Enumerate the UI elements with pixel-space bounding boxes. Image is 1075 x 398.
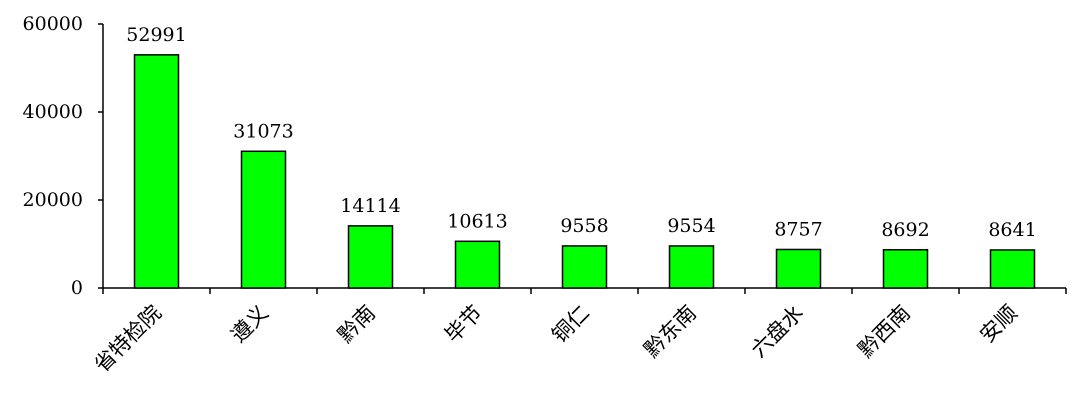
- category-label: 六盘水: [747, 301, 809, 363]
- data-label: 8641: [988, 219, 1036, 241]
- category-label: 黔西南: [854, 301, 916, 363]
- bar: [561, 245, 608, 289]
- data-label: 14114: [340, 195, 400, 217]
- data-labels: 52991 31073 14114 10613 9558 9554 8757 8692 8641: [126, 24, 1036, 241]
- category-labels: 省特检院 遵义 黔南 毕节 铜仁 黔东南 六盘水 黔西南 安顺: [90, 301, 1022, 377]
- data-label: 52991: [126, 24, 186, 46]
- data-label: 31073: [233, 120, 293, 142]
- bar: [882, 249, 929, 289]
- category-label: 安顺: [975, 301, 1022, 348]
- data-label: 8757: [774, 218, 822, 240]
- data-label: 10613: [447, 210, 507, 232]
- y-tick-label: 0: [71, 277, 83, 299]
- bars: [133, 54, 1036, 289]
- y-tick-label: 40000: [23, 101, 83, 123]
- bar: [454, 240, 501, 289]
- bar: [668, 245, 715, 289]
- x-axis: [102, 287, 1067, 294]
- bar: [240, 150, 287, 289]
- data-label: 9554: [667, 215, 715, 237]
- y-tick-label: 20000: [23, 189, 83, 211]
- data-label: 8692: [881, 219, 929, 241]
- category-label: 省特检院: [90, 301, 166, 377]
- category-label: 遵义: [226, 301, 273, 348]
- category-label: 黔南: [333, 301, 380, 348]
- bar: [133, 54, 180, 289]
- category-label: 毕节: [440, 301, 487, 348]
- y-tick-label: 60000: [23, 13, 83, 35]
- category-label: 铜仁: [547, 301, 594, 348]
- bar: [347, 225, 394, 289]
- bar: [989, 249, 1036, 289]
- y-axis: 0 20000 40000 60000: [23, 13, 104, 299]
- bar: [775, 248, 822, 289]
- category-label: 黔东南: [640, 301, 702, 363]
- data-label: 9558: [560, 215, 608, 237]
